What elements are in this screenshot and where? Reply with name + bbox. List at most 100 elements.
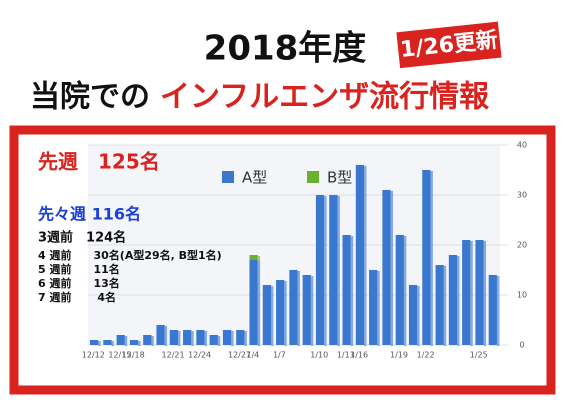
bar-side — [337, 196, 340, 346]
x-tick-label: 1/22 — [417, 351, 435, 360]
x-tick-label: 12/12 — [82, 351, 105, 360]
x-tick-label: 12/18 — [122, 351, 145, 360]
x-tick-label: 1/16 — [350, 351, 368, 360]
bar — [448, 255, 458, 345]
bar — [103, 340, 112, 345]
bar-side — [297, 271, 300, 346]
bar-side — [483, 241, 487, 346]
bar-side — [350, 236, 354, 346]
bar — [249, 255, 258, 260]
y-tick-label: 20 — [517, 241, 527, 250]
bar-side — [284, 281, 287, 346]
annotation: 5 週前 11名 — [38, 262, 120, 276]
y-tick-label: 10 — [517, 291, 527, 300]
bar — [488, 275, 497, 345]
bar — [222, 330, 232, 345]
bar-side — [443, 266, 447, 346]
subtitle-main: インフルエンザ流行情報 — [160, 80, 490, 115]
legend-swatch — [307, 171, 319, 183]
x-tick-label: 12/24 — [188, 351, 211, 360]
x-tick-label: 12/27 — [228, 351, 251, 360]
bar — [262, 285, 272, 345]
bar-side — [191, 331, 194, 346]
bar — [435, 265, 444, 345]
bar — [475, 240, 484, 345]
bar — [369, 270, 378, 345]
bar-side — [417, 286, 420, 346]
bar — [183, 330, 192, 345]
bar-side — [138, 341, 141, 346]
stamp-box — [396, 21, 502, 69]
bar-side — [111, 341, 114, 346]
y-tick-label: 0 — [519, 341, 524, 350]
bar — [342, 235, 351, 345]
bar-side — [98, 341, 101, 346]
bar — [355, 165, 365, 345]
annotation: 先々週 116名 — [38, 205, 141, 224]
bar — [302, 275, 311, 345]
bar — [209, 335, 218, 345]
bar-side — [164, 326, 168, 346]
bar-side — [257, 256, 261, 261]
bar — [196, 330, 205, 345]
bar-side — [271, 286, 274, 346]
bar-side — [257, 261, 261, 346]
bar-side — [496, 276, 500, 346]
bar-side — [151, 336, 154, 346]
bar-side — [457, 256, 460, 346]
bar-side — [124, 336, 128, 346]
bar-side — [430, 171, 433, 346]
x-tick-label: 1/10 — [310, 351, 328, 360]
bar-side — [390, 191, 394, 346]
bar — [276, 280, 285, 345]
legend-swatch — [222, 171, 234, 183]
bar-side — [403, 236, 407, 346]
x-tick-label: 1/4 — [246, 351, 259, 360]
stamp: 1/26更新 — [396, 21, 502, 69]
bar — [422, 170, 431, 345]
bar-side — [310, 276, 314, 346]
legend-label: A型 — [242, 169, 267, 187]
annotation: 3週前 124名 — [38, 230, 126, 246]
bar-side — [377, 271, 380, 346]
bar-side — [244, 331, 247, 346]
legend-label: B型 — [327, 169, 352, 187]
bar — [129, 340, 139, 345]
bar — [329, 195, 338, 345]
annotation: 6 週前 13名 — [38, 276, 120, 290]
bar-side — [217, 336, 221, 346]
annotation: 4 週前 30名(A型29名, B型1名) — [38, 248, 222, 262]
bar — [236, 330, 245, 345]
bar-side — [364, 166, 367, 346]
bar — [382, 190, 391, 345]
bar-side — [177, 331, 181, 346]
annotation: 先週 125名 — [38, 150, 160, 174]
bar — [289, 270, 298, 345]
bar — [462, 240, 471, 345]
y-tick-label: 30 — [517, 191, 527, 200]
bar — [169, 330, 178, 345]
subtitle-lead: 当院での — [30, 80, 150, 115]
y-tick-label: 40 — [517, 141, 527, 150]
bar — [395, 235, 404, 345]
bar — [408, 285, 418, 345]
bar-side — [470, 241, 473, 346]
x-tick-label: 1/7 — [273, 351, 286, 360]
bar-side — [231, 331, 234, 346]
bar — [249, 260, 258, 345]
bar-side — [204, 331, 207, 346]
x-tick-label: 1/19 — [390, 351, 408, 360]
bar — [156, 325, 165, 345]
bar — [315, 195, 325, 345]
x-tick-label: 12/15 — [108, 351, 131, 360]
x-tick-label: 1/25 — [470, 351, 488, 360]
bar — [89, 340, 99, 345]
bar — [143, 335, 152, 345]
bar — [116, 335, 125, 345]
annotation: 7 週前 4名 — [38, 290, 116, 304]
x-tick-label: 1/13 — [337, 351, 355, 360]
title: 2018年度 — [204, 29, 367, 69]
bar-side — [324, 196, 327, 346]
x-tick-label: 12/21 — [162, 351, 185, 360]
